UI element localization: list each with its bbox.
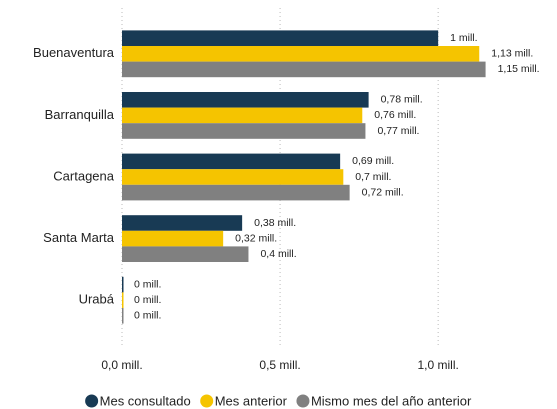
legend-label: Mes anterior bbox=[215, 393, 288, 408]
bar bbox=[122, 246, 249, 262]
bar bbox=[122, 153, 341, 170]
bar bbox=[122, 308, 124, 324]
legend: Mes consultado Mes anterior Mismo mes del … bbox=[85, 393, 472, 408]
bar bbox=[122, 230, 224, 247]
legend-marker bbox=[200, 394, 214, 408]
bar bbox=[122, 215, 243, 231]
value-label: 0,32 mill. bbox=[235, 232, 277, 244]
legend-label: Mes consultado bbox=[100, 393, 191, 408]
category-label: Barranquilla bbox=[45, 107, 115, 122]
value-label: 0,78 mill. bbox=[381, 94, 423, 106]
x-tick-label: 0,0 mill. bbox=[101, 358, 142, 372]
category-label: Buenaventura bbox=[33, 45, 115, 60]
x-tick-label: 0,5 mill. bbox=[259, 358, 300, 372]
bar bbox=[122, 292, 124, 308]
value-label: 0 mill. bbox=[134, 278, 161, 290]
legend-marker bbox=[85, 394, 99, 408]
bar bbox=[122, 92, 369, 108]
value-label: 0,69 mill. bbox=[352, 155, 394, 167]
value-label: 1,15 mill. bbox=[498, 63, 540, 75]
value-label: 0,72 mill. bbox=[362, 186, 404, 198]
value-label: 0,76 mill. bbox=[374, 109, 416, 121]
legend-marker bbox=[296, 394, 310, 408]
x-tick-label: 1,0 mill. bbox=[417, 358, 458, 372]
bar bbox=[122, 184, 350, 201]
category-label: Cartagena bbox=[53, 168, 114, 183]
value-label: 0,77 mill. bbox=[377, 125, 419, 137]
category-label: Urabá bbox=[79, 292, 115, 307]
bar bbox=[122, 61, 486, 78]
bar bbox=[122, 30, 439, 46]
value-label: 1 mill. bbox=[450, 32, 477, 44]
bar bbox=[122, 46, 480, 62]
bar bbox=[122, 169, 344, 185]
bar bbox=[122, 123, 366, 139]
bar bbox=[122, 276, 124, 293]
value-label: 0,38 mill. bbox=[254, 217, 296, 229]
legend-label: Mismo mes del año anterior bbox=[311, 393, 472, 408]
bar bbox=[122, 107, 363, 124]
value-label: 0,7 mill. bbox=[355, 171, 391, 183]
value-label: 1,13 mill. bbox=[491, 48, 533, 60]
value-label: 0 mill. bbox=[134, 294, 161, 306]
value-label: 0 mill. bbox=[134, 310, 161, 322]
category-label: Santa Marta bbox=[43, 230, 115, 245]
value-label: 0,4 mill. bbox=[260, 248, 296, 260]
